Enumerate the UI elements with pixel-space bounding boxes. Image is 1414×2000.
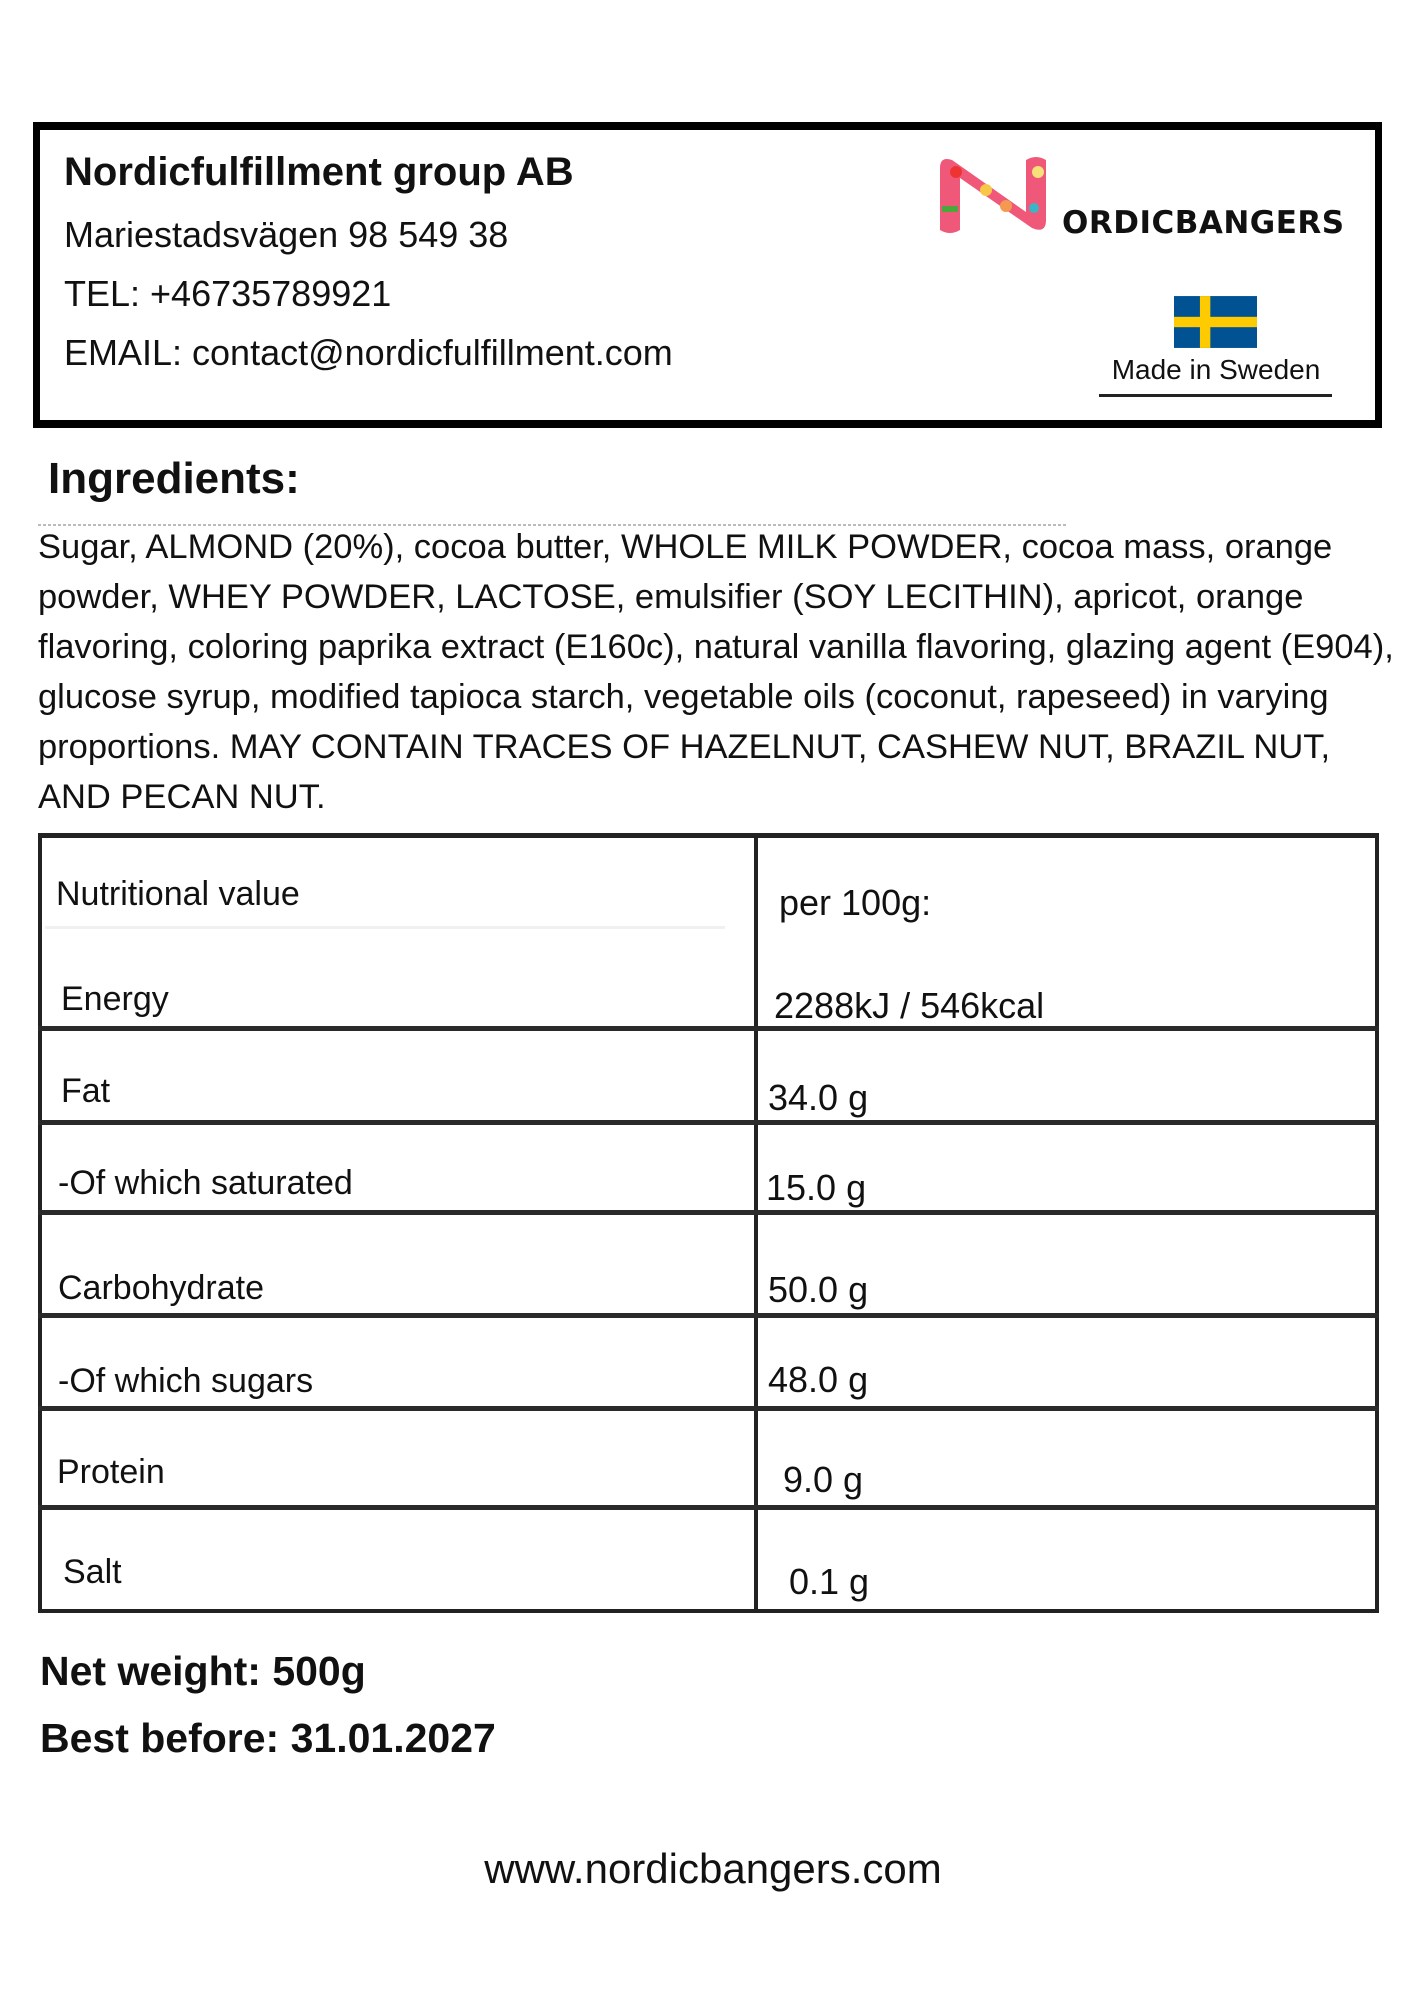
nutrition-label: Protein bbox=[57, 1453, 165, 1491]
ingredients-title: Ingredients: bbox=[48, 454, 300, 503]
nutrition-label: Salt bbox=[63, 1553, 122, 1591]
column-divider bbox=[754, 833, 758, 1613]
row-divider bbox=[38, 1505, 1379, 1510]
row-divider bbox=[38, 1313, 1379, 1318]
row-divider bbox=[38, 1026, 1379, 1031]
row-divider bbox=[38, 1120, 1379, 1125]
divider bbox=[1099, 394, 1332, 397]
sweden-flag-icon bbox=[1174, 296, 1257, 348]
nutrition-label: Fat bbox=[61, 1072, 111, 1110]
nutrition-value: 0.1 g bbox=[789, 1561, 870, 1602]
website-link[interactable]: www.nordicbangers.com bbox=[484, 1845, 942, 1892]
nutrition-label: Carbohydrate bbox=[58, 1269, 265, 1307]
nutrition-label: -Of which sugars bbox=[58, 1362, 314, 1400]
company-name: Nordicfulfillment group AB bbox=[64, 150, 574, 194]
nutrition-label: Energy bbox=[61, 980, 169, 1018]
microtext-line bbox=[38, 524, 1068, 526]
nutrition-table bbox=[38, 833, 1379, 1613]
nutrition-value: 50.0 g bbox=[768, 1269, 869, 1310]
nordicbangers-logo-icon bbox=[940, 157, 1046, 233]
row-divider bbox=[38, 1210, 1379, 1215]
nutrition-value: 15.0 g bbox=[766, 1167, 867, 1208]
company-phone: TEL: +46735789921 bbox=[64, 273, 392, 314]
best-before: Best before: 31.01.2027 bbox=[40, 1715, 496, 1761]
nutrition-value: 34.0 g bbox=[768, 1077, 869, 1118]
nutrition-header-value: per 100g: bbox=[779, 882, 932, 923]
nutrition-value: 48.0 g bbox=[768, 1359, 869, 1400]
divider bbox=[45, 926, 725, 929]
company-info-box bbox=[33, 122, 1382, 428]
made-in-sweden-label: Made in Sweden bbox=[1111, 354, 1321, 385]
company-email: EMAIL: contact@nordicfulfillment.com bbox=[64, 332, 673, 373]
net-weight: Net weight: 500g bbox=[40, 1648, 366, 1694]
nutrition-value: 2288kJ / 546kcal bbox=[774, 985, 1045, 1026]
ingredients-text: Sugar, ALMOND (20%), cocoa butter, WHOLE… bbox=[38, 528, 1394, 816]
nutrition-label: -Of which saturated bbox=[58, 1164, 353, 1202]
nutrition-header-label: Nutritional value bbox=[56, 875, 300, 913]
row-divider bbox=[38, 1406, 1379, 1411]
company-address: Mariestadsvägen 98 549 38 bbox=[64, 214, 509, 255]
nutrition-value: 9.0 g bbox=[783, 1459, 864, 1500]
logo-wordmark: ORDICBANGERS bbox=[1062, 205, 1345, 241]
